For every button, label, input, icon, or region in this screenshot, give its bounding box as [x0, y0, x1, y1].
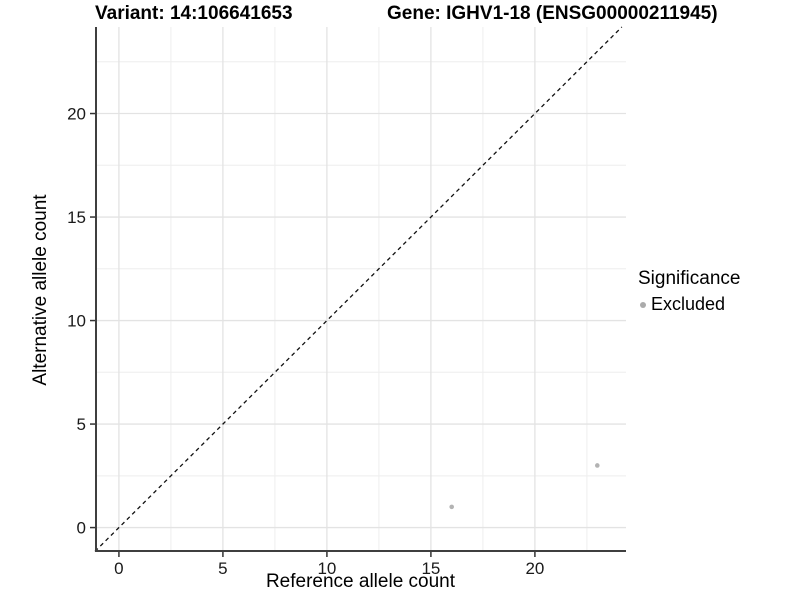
y-tick-label: 10 — [67, 312, 86, 331]
x-tick-label: 0 — [114, 559, 123, 578]
gene-title: Gene: IGHV1-18 (ENSG00000211945) — [387, 3, 718, 24]
y-tick-label: 20 — [67, 105, 86, 124]
data-point — [594, 463, 600, 468]
scatter-plot-panel: 0 5 10 15 20 0 5 10 15 20 — [67, 26, 626, 578]
legend-point-icon — [640, 301, 646, 308]
y-tick-label: 0 — [77, 519, 86, 538]
x-tick-label: 20 — [525, 559, 544, 578]
legend-item-label: Excluded — [651, 294, 726, 314]
legend: Significance Excluded — [638, 268, 740, 315]
identity-line — [94, 26, 623, 552]
y-axis-title: Alternative allele count — [30, 194, 51, 386]
x-tick-label: 10 — [317, 559, 336, 578]
x-tick-label: 15 — [421, 559, 440, 578]
legend-title: Significance — [638, 268, 741, 289]
data-point — [449, 504, 455, 510]
variant-title: Variant: 14:106641653 — [95, 3, 293, 24]
y-tick-label: 5 — [77, 415, 86, 434]
x-axis-title: Reference allele count — [265, 571, 456, 592]
y-tick-label: 15 — [67, 208, 86, 227]
legend-item-excluded: Excluded — [640, 294, 740, 315]
x-tick-label: 5 — [218, 559, 227, 578]
